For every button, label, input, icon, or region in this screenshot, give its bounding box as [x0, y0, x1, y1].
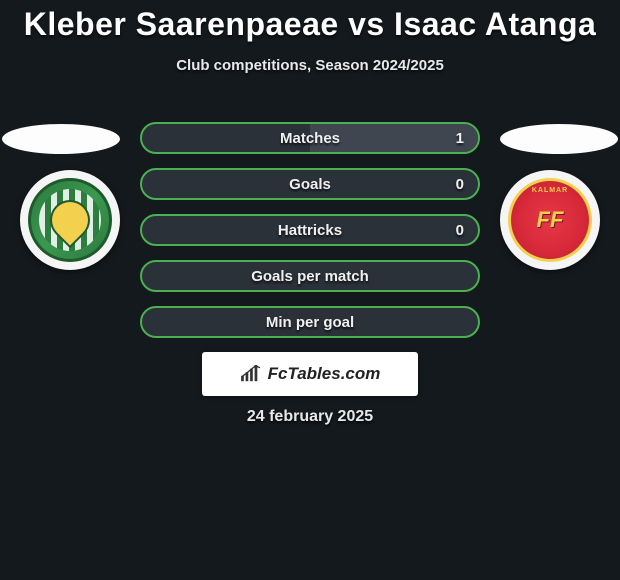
brand-box[interactable]: FcTables.com: [202, 352, 418, 396]
page-title: Kleber Saarenpaeae vs Isaac Atanga: [0, 0, 620, 43]
brand-text: FcTables.com: [268, 364, 381, 384]
stat-label: Min per goal: [266, 314, 354, 331]
stat-row: Matches 1: [140, 122, 480, 154]
stat-label: Goals: [289, 176, 331, 193]
club-badge-left: [20, 170, 120, 270]
subtitle: Club competitions, Season 2024/2025: [0, 57, 620, 74]
stats-container: Matches 1 Goals 0 Hattricks 0 Goals per match M…: [140, 122, 480, 352]
stat-value-right: 0: [456, 222, 464, 239]
kalmar-crest-icon: [508, 178, 592, 262]
stat-row: Goals 0: [140, 168, 480, 200]
hammarby-crest-icon: [28, 178, 112, 262]
stat-value-right: 0: [456, 176, 464, 193]
club-badge-right: [500, 170, 600, 270]
date-text: 24 february 2025: [0, 408, 620, 426]
stat-label: Matches: [280, 130, 340, 147]
stat-row: Hattricks 0: [140, 214, 480, 246]
player-photo-left: [2, 124, 120, 154]
stat-value-right: 1: [456, 130, 464, 147]
stat-row: Min per goal: [140, 306, 480, 338]
stat-row: Goals per match: [140, 260, 480, 292]
chart-icon: [240, 365, 262, 383]
stat-label: Hattricks: [278, 222, 342, 239]
player-photo-right: [500, 124, 618, 154]
stat-label: Goals per match: [251, 268, 369, 285]
